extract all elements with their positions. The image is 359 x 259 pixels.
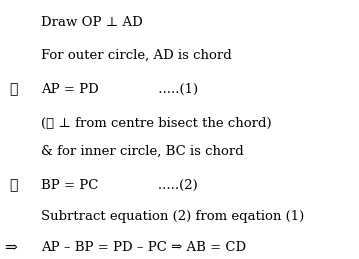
Text: ∴: ∴: [9, 178, 17, 192]
Text: ∴: ∴: [9, 82, 17, 96]
Text: (∵ ⊥ from centre bisect the chord): (∵ ⊥ from centre bisect the chord): [41, 117, 272, 130]
Text: AP = PD              .....(1): AP = PD .....(1): [41, 83, 199, 96]
Text: AP – BP = PD – PC ⇒ AB = CD: AP – BP = PD – PC ⇒ AB = CD: [41, 241, 246, 254]
Text: & for inner circle, BC is chord: & for inner circle, BC is chord: [41, 145, 244, 158]
Text: For outer circle, AD is chord: For outer circle, AD is chord: [41, 49, 232, 62]
Text: Draw OP ⊥ AD: Draw OP ⊥ AD: [41, 16, 143, 28]
Text: BP = PC              .....(2): BP = PC .....(2): [41, 179, 198, 192]
Text: Subrtract equation (2) from eqation (1): Subrtract equation (2) from eqation (1): [41, 210, 304, 223]
Text: ⇒: ⇒: [4, 240, 17, 254]
